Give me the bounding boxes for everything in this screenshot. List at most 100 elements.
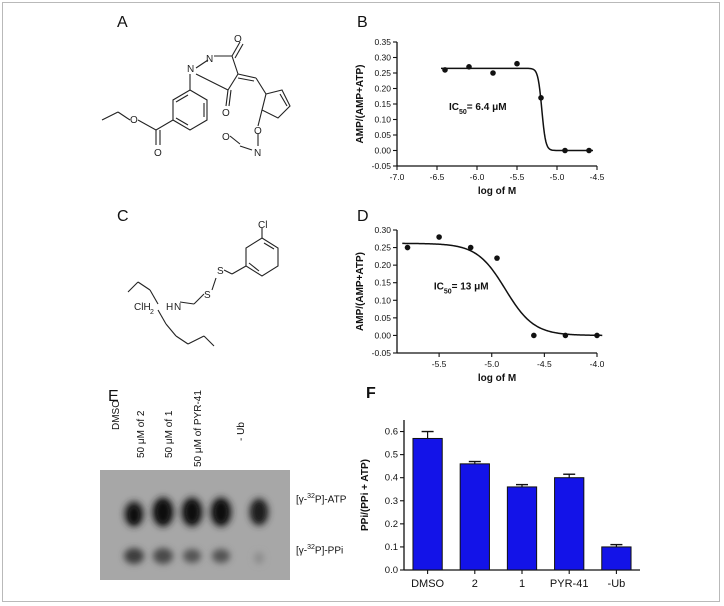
panel-label-f: F	[366, 385, 376, 402]
band-label-ppi: [γ-32P]-PPi	[296, 544, 344, 557]
y-tick-label: 0.10	[374, 295, 391, 305]
x-tick-label: -5.5	[432, 359, 447, 369]
molecule-a-structure: O O O N N O O O N	[101, 34, 291, 159]
gel-band-ppi	[212, 549, 230, 563]
atom-label: O	[254, 126, 262, 137]
category-label: -Ub	[608, 578, 626, 590]
atom-label: ClH	[134, 302, 151, 313]
y-tick-label: 0.10	[374, 115, 391, 125]
y-tick-label: 0.35	[374, 37, 391, 47]
y-tick-label: 0.20	[374, 84, 391, 94]
gel-lane-label: - Ub	[236, 422, 247, 441]
gel-lane-label: 50 μM of 1	[164, 410, 175, 458]
data-point	[404, 244, 411, 251]
atom-label: H	[166, 302, 173, 313]
ic50-annotation: IC50= 6.4 μM	[449, 102, 507, 116]
panel-label-c: C	[117, 208, 129, 225]
x-tick-label: -6.5	[430, 172, 445, 182]
y-tick-label: 0.2	[385, 519, 398, 530]
data-point	[514, 60, 520, 67]
data-point	[562, 147, 568, 154]
gel-lane-label: 50 μM of 2	[136, 410, 147, 458]
y-tick-label: 0.30	[374, 53, 391, 63]
y-tick-label: 0.25	[374, 68, 391, 78]
panel-label-e: E	[108, 388, 119, 405]
y-axis-title: AMP/(AMP+ATP)	[355, 252, 366, 331]
atom-subscript: 2	[150, 309, 154, 316]
y-tick-label: -0.05	[372, 348, 392, 358]
y-tick-label: 0.3	[385, 496, 398, 507]
x-tick-label: -4.5	[537, 359, 552, 369]
data-point	[467, 244, 474, 251]
y-tick-label: 0.6	[385, 427, 398, 438]
y-tick-label: -0.05	[372, 161, 392, 171]
bar	[412, 437, 443, 571]
y-tick-label: 0.30	[374, 225, 391, 235]
y-axis-title: PPi/(PPi + ATP)	[360, 459, 371, 531]
panel-label-b: B	[357, 14, 368, 31]
atom-label: O	[222, 132, 230, 143]
data-point	[562, 332, 569, 339]
panel-label-d: D	[357, 208, 369, 225]
x-tick-label: -5.5	[510, 172, 525, 182]
x-tick-label: -4.0	[590, 359, 605, 369]
category-label: PYR-41	[550, 578, 589, 590]
atom-label: S	[217, 266, 224, 277]
bar	[506, 486, 538, 571]
y-tick-label: 0.00	[374, 330, 391, 340]
data-point	[538, 95, 544, 101]
gel-image	[100, 470, 290, 580]
chlorophenyl-ring	[245, 237, 279, 277]
y-tick-label: 0.05	[374, 313, 391, 323]
x-tick-label: -7.0	[390, 172, 405, 182]
bar	[601, 546, 632, 571]
data-point	[531, 332, 537, 339]
atom-label: N	[254, 148, 261, 159]
chart-b: AMP/(AMP+ATP) log of M IC50= 6.4 μM -0.0…	[355, 37, 605, 197]
atom-label: O	[130, 115, 138, 126]
category-label: 1	[519, 578, 525, 590]
x-tick-label: -5.0	[550, 172, 565, 182]
molecule-c-structure: Cl S S N ClH 2 H	[127, 220, 279, 347]
panel-label-a: A	[117, 14, 128, 31]
y-tick-label: 0.05	[374, 130, 391, 140]
chart-f: PPi/(PPi + ATP) 0.0 0.1 0.2 0.3 0.4 0.5 0.6 DMS…	[360, 420, 640, 590]
x-axis-title: log of M	[478, 186, 516, 197]
atom-label: O	[234, 34, 242, 45]
y-tick-label: 0.1	[385, 542, 398, 553]
bar	[459, 463, 490, 571]
fit-curve	[402, 242, 603, 337]
y-tick-label: 0.20	[374, 260, 391, 270]
data-point	[436, 234, 442, 240]
chart-d: AMP/(AMP+ATP) log of M IC50= 13 μM -0.05…	[355, 225, 605, 384]
atom-label: Cl	[258, 220, 267, 231]
gel-lane-label: 50 μM of PYR-41	[193, 390, 204, 467]
data-point	[494, 255, 500, 261]
gel-lane-label: DMSO	[111, 400, 122, 430]
y-tick-label: 0.15	[374, 99, 391, 109]
furan-ring	[261, 89, 291, 119]
y-tick-label: 0.00	[374, 146, 391, 156]
data-point	[466, 64, 472, 70]
atom-label: O	[154, 148, 162, 159]
x-tick-label: -4.5	[590, 172, 605, 182]
y-tick-label: 0.15	[374, 278, 391, 288]
data-point	[442, 67, 448, 73]
data-point	[586, 147, 592, 154]
atom-label: N	[206, 54, 213, 65]
benzene-ring	[172, 89, 208, 131]
y-axis-title: AMP/(AMP+ATP)	[355, 65, 366, 144]
bar	[554, 477, 585, 571]
atom-label: S	[204, 290, 211, 301]
x-axis-title: log of M	[478, 373, 516, 384]
atom-label: O	[222, 108, 230, 119]
gel-band-ppi	[124, 548, 144, 564]
band-label-atp: [γ-32P]-ATP	[296, 493, 347, 506]
y-tick-label: 0.5	[385, 450, 398, 461]
atom-label: N	[187, 64, 194, 75]
data-point	[490, 70, 496, 76]
gel-band-ppi	[183, 549, 201, 563]
y-tick-label: 0.4	[385, 473, 398, 484]
category-label: 2	[472, 578, 478, 590]
